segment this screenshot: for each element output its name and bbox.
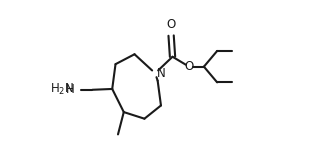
Text: N: N: [157, 67, 165, 80]
Text: O: O: [166, 18, 175, 31]
Text: O: O: [184, 60, 194, 73]
Text: H: H: [66, 83, 74, 96]
Text: $\mathregular{H_2N}$: $\mathregular{H_2N}$: [50, 82, 74, 97]
